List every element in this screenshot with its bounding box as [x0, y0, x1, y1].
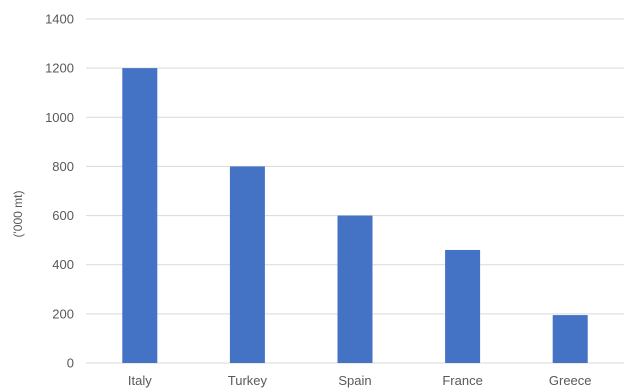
x-axis-categories: Italy Turkey Spain France Greece — [128, 373, 592, 388]
x-category-label: Spain — [338, 373, 371, 388]
x-category-label: France — [442, 373, 482, 388]
bar-turkey — [229, 166, 265, 363]
bar-spain — [337, 215, 373, 363]
y-tick-label: 1400 — [45, 12, 74, 27]
y-tick-label: 1000 — [45, 110, 74, 125]
y-tick-label: 400 — [52, 257, 74, 272]
y-axis-label: ('000 mt) — [11, 191, 25, 238]
bar-france — [445, 249, 481, 363]
x-category-label: Turkey — [228, 373, 268, 388]
bars — [122, 68, 588, 364]
x-category-label: Italy — [128, 373, 152, 388]
y-tick-label: 0 — [67, 356, 74, 371]
x-category-label: Greece — [549, 373, 592, 388]
bar-italy — [122, 68, 158, 364]
y-tick-label: 800 — [52, 159, 74, 174]
y-tick-label: 600 — [52, 208, 74, 223]
y-tick-label: 200 — [52, 306, 74, 321]
y-tick-label: 1200 — [45, 61, 74, 76]
y-axis-ticks: 0 200 400 600 800 1000 1200 1400 — [45, 12, 74, 371]
bar-greece — [552, 315, 588, 363]
